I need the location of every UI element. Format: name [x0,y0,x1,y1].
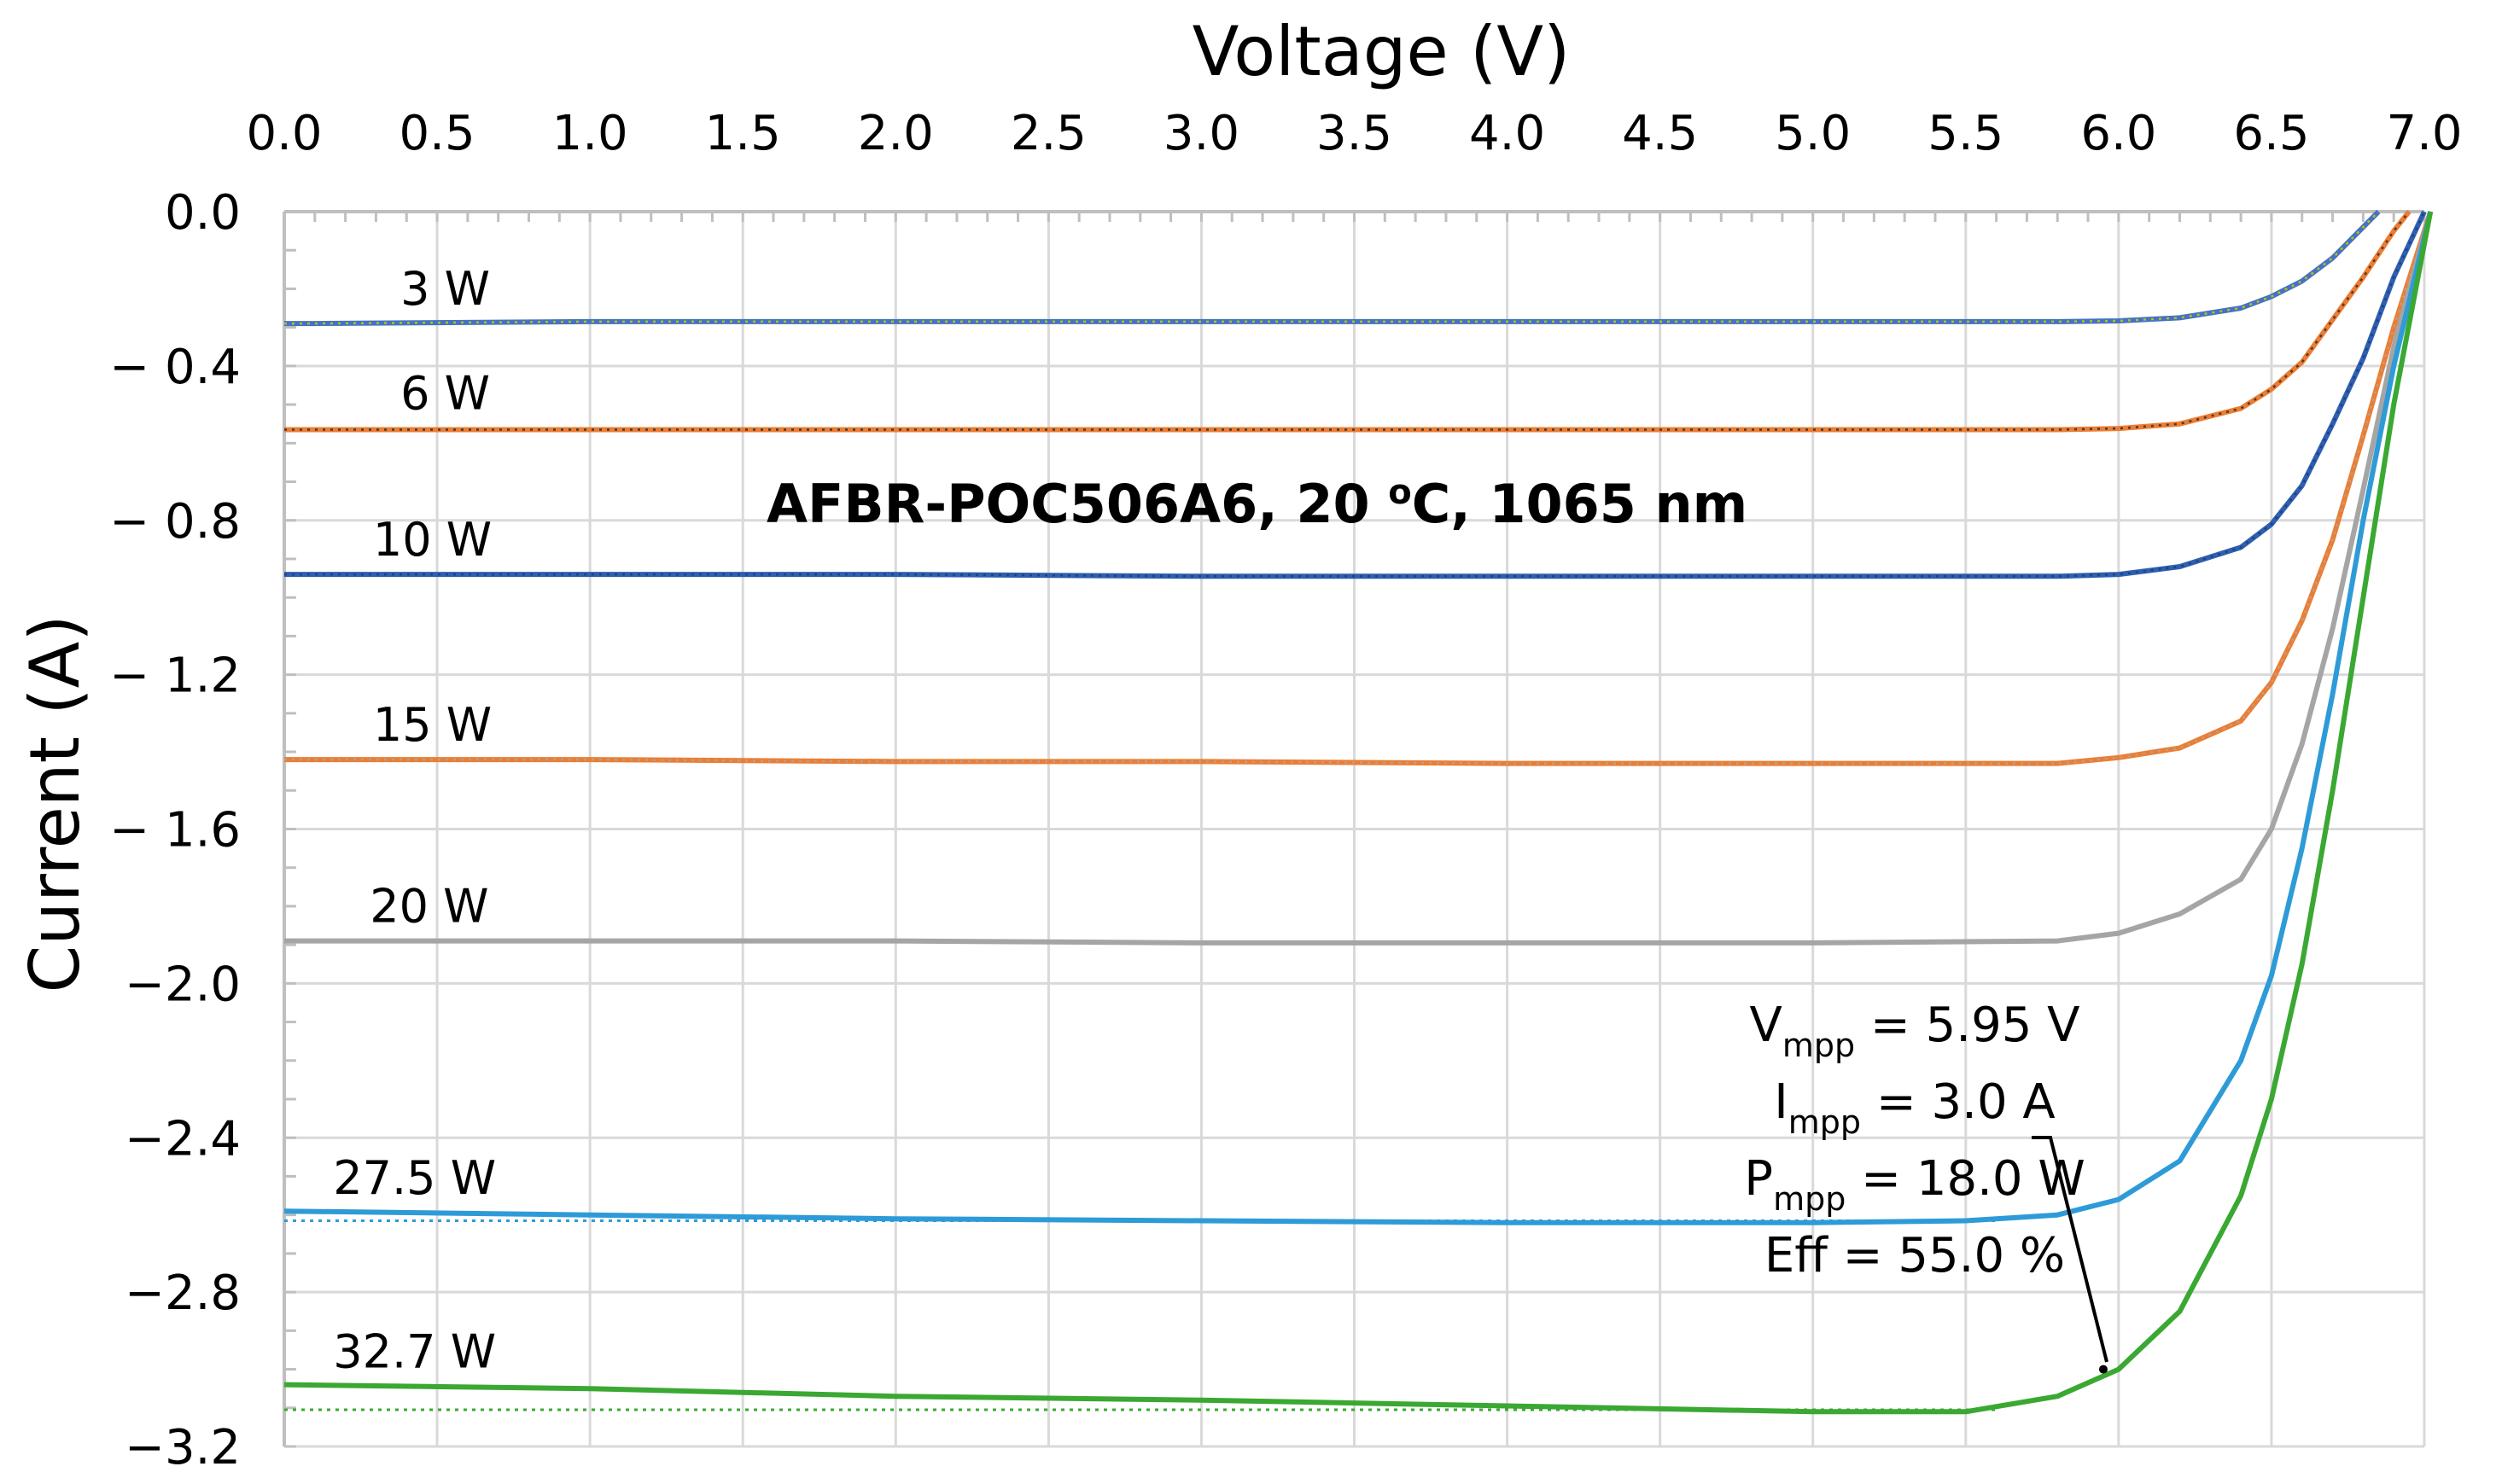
power-label: 20 W [370,880,488,934]
curve-fit-overlay [284,211,2432,765]
x-tick-label: 6.5 [2233,106,2309,161]
power-label: 27.5 W [333,1151,496,1205]
power-label: 15 W [373,698,492,752]
mpp-point-marker [2098,1365,2108,1374]
power-label: 6 W [400,366,490,420]
x-axis-title: Voltage (V) [1193,12,1571,91]
x-tick-label: 7.0 [2386,106,2462,161]
y-tick-label: − 0.8 [109,494,241,550]
y-tick-label: 0.0 [165,185,241,241]
x-tick-label: 4.0 [1469,106,1545,161]
series-lines [283,209,2434,1415]
mpp-annotation: Vmpp = 5.95 V Impp = 3.0 A Pmpp = 18.0 W… [1744,998,2108,1363]
grid [283,210,2426,1448]
power-label: 3 W [400,262,490,316]
pmpp-line: Pmpp = 18.0 W [1744,1151,2085,1218]
chart-title-prefix: AFBR-POC506A6, 20 [767,473,1388,535]
curve-fit-overlay [283,211,2432,1413]
y-tick-label: −3.2 [125,1420,241,1475]
curve-3-W [284,209,2381,327]
x-tick-label: 1.5 [705,106,781,161]
power-label: 10 W [373,513,492,567]
x-tick-label: 1.0 [552,106,628,161]
x-tick-label: 6.0 [2080,106,2156,161]
y-tick-label: − 0.4 [109,340,241,395]
curve-27-5-W [283,211,2434,1225]
x-tick-label: 4.5 [1622,106,1698,161]
chart-title: AFBR-POC506A6, 20 oC, 1065 nm [767,473,1747,535]
x-tick-label: 3.5 [1316,106,1392,161]
y-tick-label: −2.8 [125,1266,241,1321]
mpp-leader-line [2032,1136,2108,1363]
x-tick-label: 0.0 [246,106,322,161]
y-tick-label: −2.0 [125,957,241,1012]
degree-symbol: o [1388,473,1411,512]
axes: 0.0 0.5 1.0 1.5 2.0 2.5 3.0 3.5 4.0 4.5 5.0 5.5 6.0 6… [109,106,2462,1475]
power-label: 32.7 W [333,1325,496,1379]
y-axis-title: Current (A) [15,614,95,992]
curve-fit-overlay [283,211,2432,1224]
curve-labels: 3 W 6 W 10 W 15 W 20 W 27.5 W 32.7 W [333,262,2108,1379]
curve-fit-overlay [284,211,2411,431]
vmpp-line: Vmpp = 5.95 V [1750,998,2080,1064]
x-tick-label: 0.5 [400,106,475,161]
x-tick-label: 5.5 [1928,106,2003,161]
curve-fit-overlay [284,211,2380,325]
y-tick-label: − 1.2 [109,649,241,704]
impp-line: Impp = 3.0 A [1774,1074,2055,1141]
curve-fit-overlay [284,211,2426,578]
x-tick-label: 2.0 [858,106,934,161]
curve-32-7-W [283,211,2434,1415]
x-tick-label: 3.0 [1164,106,1239,161]
x-tick-label: 5.0 [1775,106,1851,161]
chart-title-suffix: C, 1065 nm [1412,473,1748,535]
x-tick-label: 2.5 [1011,106,1087,161]
curve-fit-overlay [284,211,2432,945]
y-tick-label: −2.4 [125,1111,241,1167]
eff-line: Eff = 55.0 % [1764,1228,2065,1283]
y-tick-label: − 1.6 [109,803,241,858]
